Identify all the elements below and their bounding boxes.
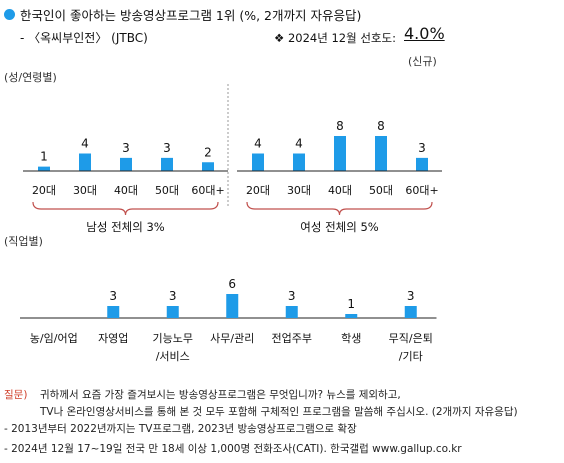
data-label-g1-3: 8 xyxy=(377,119,385,133)
data-label-g0-4: 2 xyxy=(204,145,212,159)
data-label-g0-2: 3 xyxy=(122,141,130,155)
bar-occupation-6 xyxy=(404,306,417,318)
tick-label-g0-1: 30대 xyxy=(73,184,97,197)
section-label-gender-age: (성/연령별) xyxy=(4,71,57,84)
tick-label-g1-1: 30대 xyxy=(287,184,311,197)
tick-label-g1-2: 40대 xyxy=(328,184,352,197)
bar-g0-2 xyxy=(120,157,132,171)
question-line-1: 귀하께서 요즘 가장 즐겨보시는 방송영상프로그램은 무엇입니까? 뉴스를 제외… xyxy=(40,389,401,401)
data-label-g1-0: 4 xyxy=(254,137,262,151)
bar-occupation-1 xyxy=(107,306,120,318)
tick-label-occupation-0: 농/임/어업 xyxy=(30,332,78,345)
tick-label-g0-4: 60대+ xyxy=(191,184,224,197)
group-brace-g0 xyxy=(32,201,219,216)
data-label-g1-1: 4 xyxy=(295,137,303,151)
bar-g0-1 xyxy=(79,153,91,171)
bar-g1-1 xyxy=(293,153,305,171)
data-label-g0-1: 4 xyxy=(81,137,89,151)
tick-label-occupation-1: 자영업 xyxy=(98,332,128,345)
tick-label-g0-0: 20대 xyxy=(32,184,56,197)
preference-label: ❖ 2024년 12월 선호도: xyxy=(274,31,396,45)
tick-label-g0-2: 40대 xyxy=(114,184,138,197)
preference-value: 4.0% xyxy=(404,24,445,43)
preference-note: (신규) xyxy=(408,55,437,68)
data-label-occupation-4: 3 xyxy=(288,289,296,303)
bar-g0-0 xyxy=(38,166,50,171)
bar-occupation-5 xyxy=(345,314,358,318)
bar-g1-3 xyxy=(375,136,387,171)
data-label-occupation-3: 6 xyxy=(228,277,236,291)
program-name: - 〈옥씨부인전〉 (JTBC) xyxy=(20,31,148,45)
data-label-occupation-2: 3 xyxy=(169,289,177,303)
question-label: 질문) xyxy=(4,389,28,401)
bar-occupation-4 xyxy=(285,306,298,318)
group-label-g1: 여성 전체의 5% xyxy=(300,220,379,234)
tick-label-occupation-5: 학생 xyxy=(341,332,361,345)
data-label-occupation-5: 1 xyxy=(347,297,355,311)
data-label-g0-3: 3 xyxy=(163,141,171,155)
data-label-g1-2: 8 xyxy=(336,119,344,133)
bar-occupation-3 xyxy=(226,294,239,318)
tick-label-occupation-6: 무직/은퇴/기타 xyxy=(389,332,433,363)
tick-label-occupation-3: 사무/관리 xyxy=(210,332,254,345)
footnote-scope: - 2013년부터 2022년까지는 TV프로그램, 2023년 방송영상프로그… xyxy=(4,423,357,435)
bar-g0-3 xyxy=(161,157,173,171)
tick-label-g1-4: 60대+ xyxy=(405,184,438,197)
question-line-2: TV나 온라인영상서비스를 통해 본 것 모두 포함해 구체적인 프로그램을 말… xyxy=(40,406,518,418)
data-label-g0-0: 1 xyxy=(40,150,48,164)
tick-label-g1-0: 20대 xyxy=(246,184,270,197)
tick-label-occupation-4: 전업주부 xyxy=(272,332,312,345)
tick-label-occupation-2: 기능노무/서비스 xyxy=(153,332,193,363)
header-bullet-icon xyxy=(4,9,15,20)
data-label-g1-4: 3 xyxy=(418,141,426,155)
bar-g1-4 xyxy=(416,157,428,171)
bar-g1-2 xyxy=(334,136,346,171)
data-label-occupation-6: 3 xyxy=(407,289,415,303)
section-label-occupation: (직업별) xyxy=(4,235,43,248)
group-label-g0: 남성 전체의 3% xyxy=(86,220,165,234)
group-brace-g1 xyxy=(246,201,433,216)
bar-g0-4 xyxy=(202,162,214,171)
tick-label-g1-3: 50대 xyxy=(369,184,393,197)
bar-g1-0 xyxy=(252,153,264,171)
chart-title: 한국인이 좋아하는 방송영상프로그램 1위 (%, 2개까지 자유응답) xyxy=(20,8,362,23)
data-label-occupation-1: 3 xyxy=(109,289,117,303)
tick-label-g0-3: 50대 xyxy=(155,184,179,197)
bar-occupation-2 xyxy=(166,306,179,318)
footnote-method: - 2024년 12월 17~19일 전국 만 18세 이상 1,000명 전화… xyxy=(4,443,462,455)
